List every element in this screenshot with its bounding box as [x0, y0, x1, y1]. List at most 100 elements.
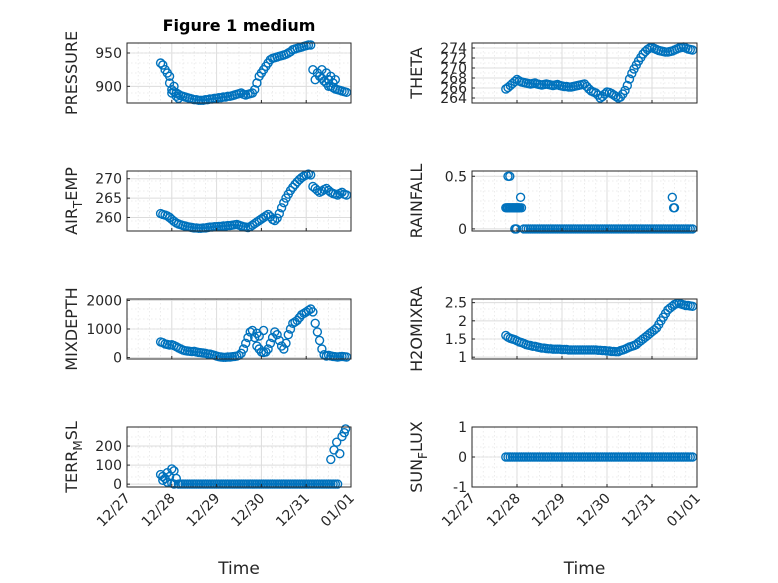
y-tick-label: 100 — [95, 458, 122, 474]
y-tick-label: 260 — [95, 210, 122, 226]
x-tick-label: 12/31 — [619, 491, 659, 531]
data-point — [317, 344, 327, 354]
data-point — [158, 475, 168, 485]
data-point — [303, 305, 314, 316]
data-point — [272, 330, 282, 340]
data-point — [270, 327, 280, 337]
subplot-0: 900 950 PRESSURE Figure 1 medium — [62, 16, 352, 115]
data-point — [252, 341, 262, 351]
y-tick-label: 272 — [440, 51, 467, 67]
axes-frame — [126, 426, 352, 488]
data-point — [167, 464, 177, 474]
data-point — [272, 213, 282, 223]
data-point — [169, 216, 179, 227]
data-point — [326, 454, 336, 465]
data-point — [308, 307, 318, 317]
y-axis-label: AIRTEMP — [62, 167, 85, 235]
data-point — [314, 335, 325, 346]
data-point — [279, 197, 289, 208]
data-point — [171, 91, 182, 102]
x-tick-label: 12/28 — [139, 491, 179, 531]
data-point — [169, 81, 179, 92]
data-point — [310, 318, 320, 328]
x-tick-label: 12/27 — [94, 491, 134, 531]
data-point — [340, 424, 351, 434]
data-point — [155, 58, 166, 68]
y-axis-label: RAINFALL — [407, 164, 426, 239]
x-tick-label: 12/30 — [228, 491, 268, 531]
data-point — [649, 325, 659, 335]
x-axis-label: Time — [563, 559, 606, 579]
x-tick-label: 12/29 — [529, 491, 569, 531]
data-point — [669, 203, 680, 213]
axes-frame — [126, 42, 352, 104]
y-axis-label-text: EMP — [62, 167, 81, 201]
data-point — [245, 327, 255, 337]
data-point — [312, 327, 323, 337]
data-point — [335, 449, 345, 459]
data-point — [263, 344, 273, 354]
data-point — [624, 74, 635, 84]
y-tick-label: 0 — [113, 477, 122, 493]
data-point — [276, 203, 287, 213]
data-point — [505, 171, 515, 182]
data-point — [292, 315, 302, 326]
data-point — [627, 68, 637, 79]
y-axis-label-text: SUN — [407, 459, 426, 493]
data-point — [270, 215, 280, 226]
y-tick-label: 270 — [95, 172, 122, 188]
data-point — [285, 324, 296, 334]
y-axis-label-subscript: M — [71, 440, 85, 450]
data-point — [622, 80, 632, 91]
data-point — [238, 344, 249, 354]
y-tick-label: 950 — [95, 46, 122, 62]
y-axis-label: SUNFLUX — [407, 421, 430, 493]
x-tick-label: 12/30 — [574, 491, 614, 531]
y-axis-label: MIXDEPTH — [62, 287, 81, 370]
y-axis-label-text: TERR — [62, 451, 81, 494]
x-tick-label: 12/27 — [439, 491, 479, 531]
y-tick-label: 265 — [95, 191, 122, 207]
y-tick-label: 1 — [458, 420, 467, 436]
subplot-5: 1 1.5 2 2.5 H2OMIXRA — [407, 286, 698, 372]
y-tick-label: 2000 — [86, 293, 122, 309]
data-point — [173, 93, 184, 104]
data-point — [162, 477, 173, 487]
data-point — [306, 40, 316, 50]
y-tick-label: 2.5 — [445, 296, 467, 312]
data-point — [667, 192, 677, 203]
data-point — [600, 89, 610, 99]
data-point — [243, 332, 253, 343]
x-tick-label: 12/29 — [184, 491, 224, 531]
y-tick-label: 266 — [440, 81, 467, 97]
y-axis-label: PRESSURE — [62, 31, 81, 115]
data-point — [312, 185, 323, 196]
y-axis-label-text: MIXDEPTH — [62, 287, 81, 370]
subplot-2: 260 265 270 AIRTEMP — [62, 167, 352, 235]
data-point — [274, 208, 284, 219]
data-point — [642, 44, 653, 55]
data-point — [158, 60, 168, 70]
x-tick-label: 12/28 — [484, 491, 524, 531]
y-axis-label-text: H2OMIXRA — [407, 286, 426, 372]
y-tick-label: 0.5 — [445, 169, 467, 185]
y-axis-label-subscript: F — [416, 452, 430, 459]
y-tick-label: 264 — [440, 91, 467, 107]
x-tick-label: 01/01 — [664, 491, 704, 531]
data-point — [516, 203, 527, 213]
y-tick-label: 270 — [440, 61, 467, 77]
y-axis-label-text: PRESSURE — [62, 31, 81, 115]
data-point — [261, 347, 271, 357]
data-point — [265, 338, 276, 348]
data-point — [511, 224, 522, 234]
data-point — [281, 338, 291, 348]
data-point — [332, 479, 343, 489]
data-point — [283, 330, 293, 340]
y-tick-label: 1 — [458, 350, 467, 366]
data-point — [254, 331, 264, 341]
y-axis-label: TERRMSL — [62, 421, 85, 494]
data-point — [279, 344, 289, 354]
y-axis-label-subscript: T — [71, 200, 85, 209]
y-tick-label: 1.5 — [445, 332, 467, 348]
